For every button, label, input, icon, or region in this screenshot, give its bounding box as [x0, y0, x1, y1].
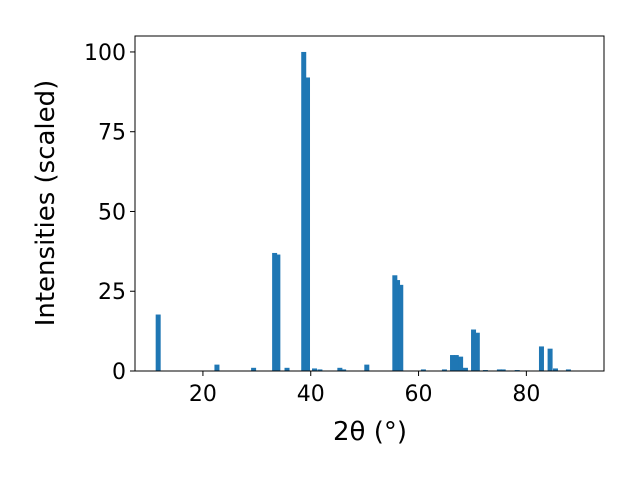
y-tick-label: 50 — [98, 200, 126, 225]
x-tick-label: 60 — [405, 382, 433, 407]
bar — [565, 369, 571, 371]
bar — [496, 369, 502, 371]
y-axis-label: Intensities (scaled) — [31, 80, 61, 327]
x-tick-label: 20 — [189, 382, 217, 407]
bar — [317, 369, 323, 371]
bar — [471, 329, 477, 371]
bar — [392, 275, 398, 371]
bar — [364, 364, 370, 371]
x-tick-label: 40 — [297, 382, 325, 407]
bar — [547, 348, 553, 371]
bar — [214, 364, 220, 371]
bar — [341, 369, 347, 371]
bar — [312, 368, 318, 371]
bar — [251, 367, 257, 371]
bar — [305, 77, 311, 371]
bar — [155, 314, 161, 371]
bar — [395, 280, 401, 371]
y-tick-label: 100 — [84, 41, 126, 66]
bar — [337, 367, 343, 371]
bar — [441, 369, 447, 371]
bar — [275, 254, 281, 371]
y-tick-label: 0 — [112, 360, 126, 385]
bar — [398, 284, 404, 371]
plot-frame — [134, 35, 605, 372]
bar — [474, 332, 480, 371]
bar — [538, 346, 544, 371]
x-axis-label: 2θ (°) — [333, 417, 407, 447]
bar — [500, 369, 506, 371]
x-tick-label: 80 — [512, 382, 540, 407]
bar — [272, 252, 278, 371]
bar — [462, 367, 468, 371]
bar — [420, 369, 426, 371]
bar — [284, 367, 290, 371]
y-tick-label: 25 — [98, 280, 126, 305]
bar — [301, 51, 307, 371]
bar — [450, 355, 456, 371]
bar — [552, 368, 558, 371]
bar — [458, 356, 464, 371]
bar — [453, 355, 459, 371]
y-tick-label: 75 — [98, 121, 126, 146]
